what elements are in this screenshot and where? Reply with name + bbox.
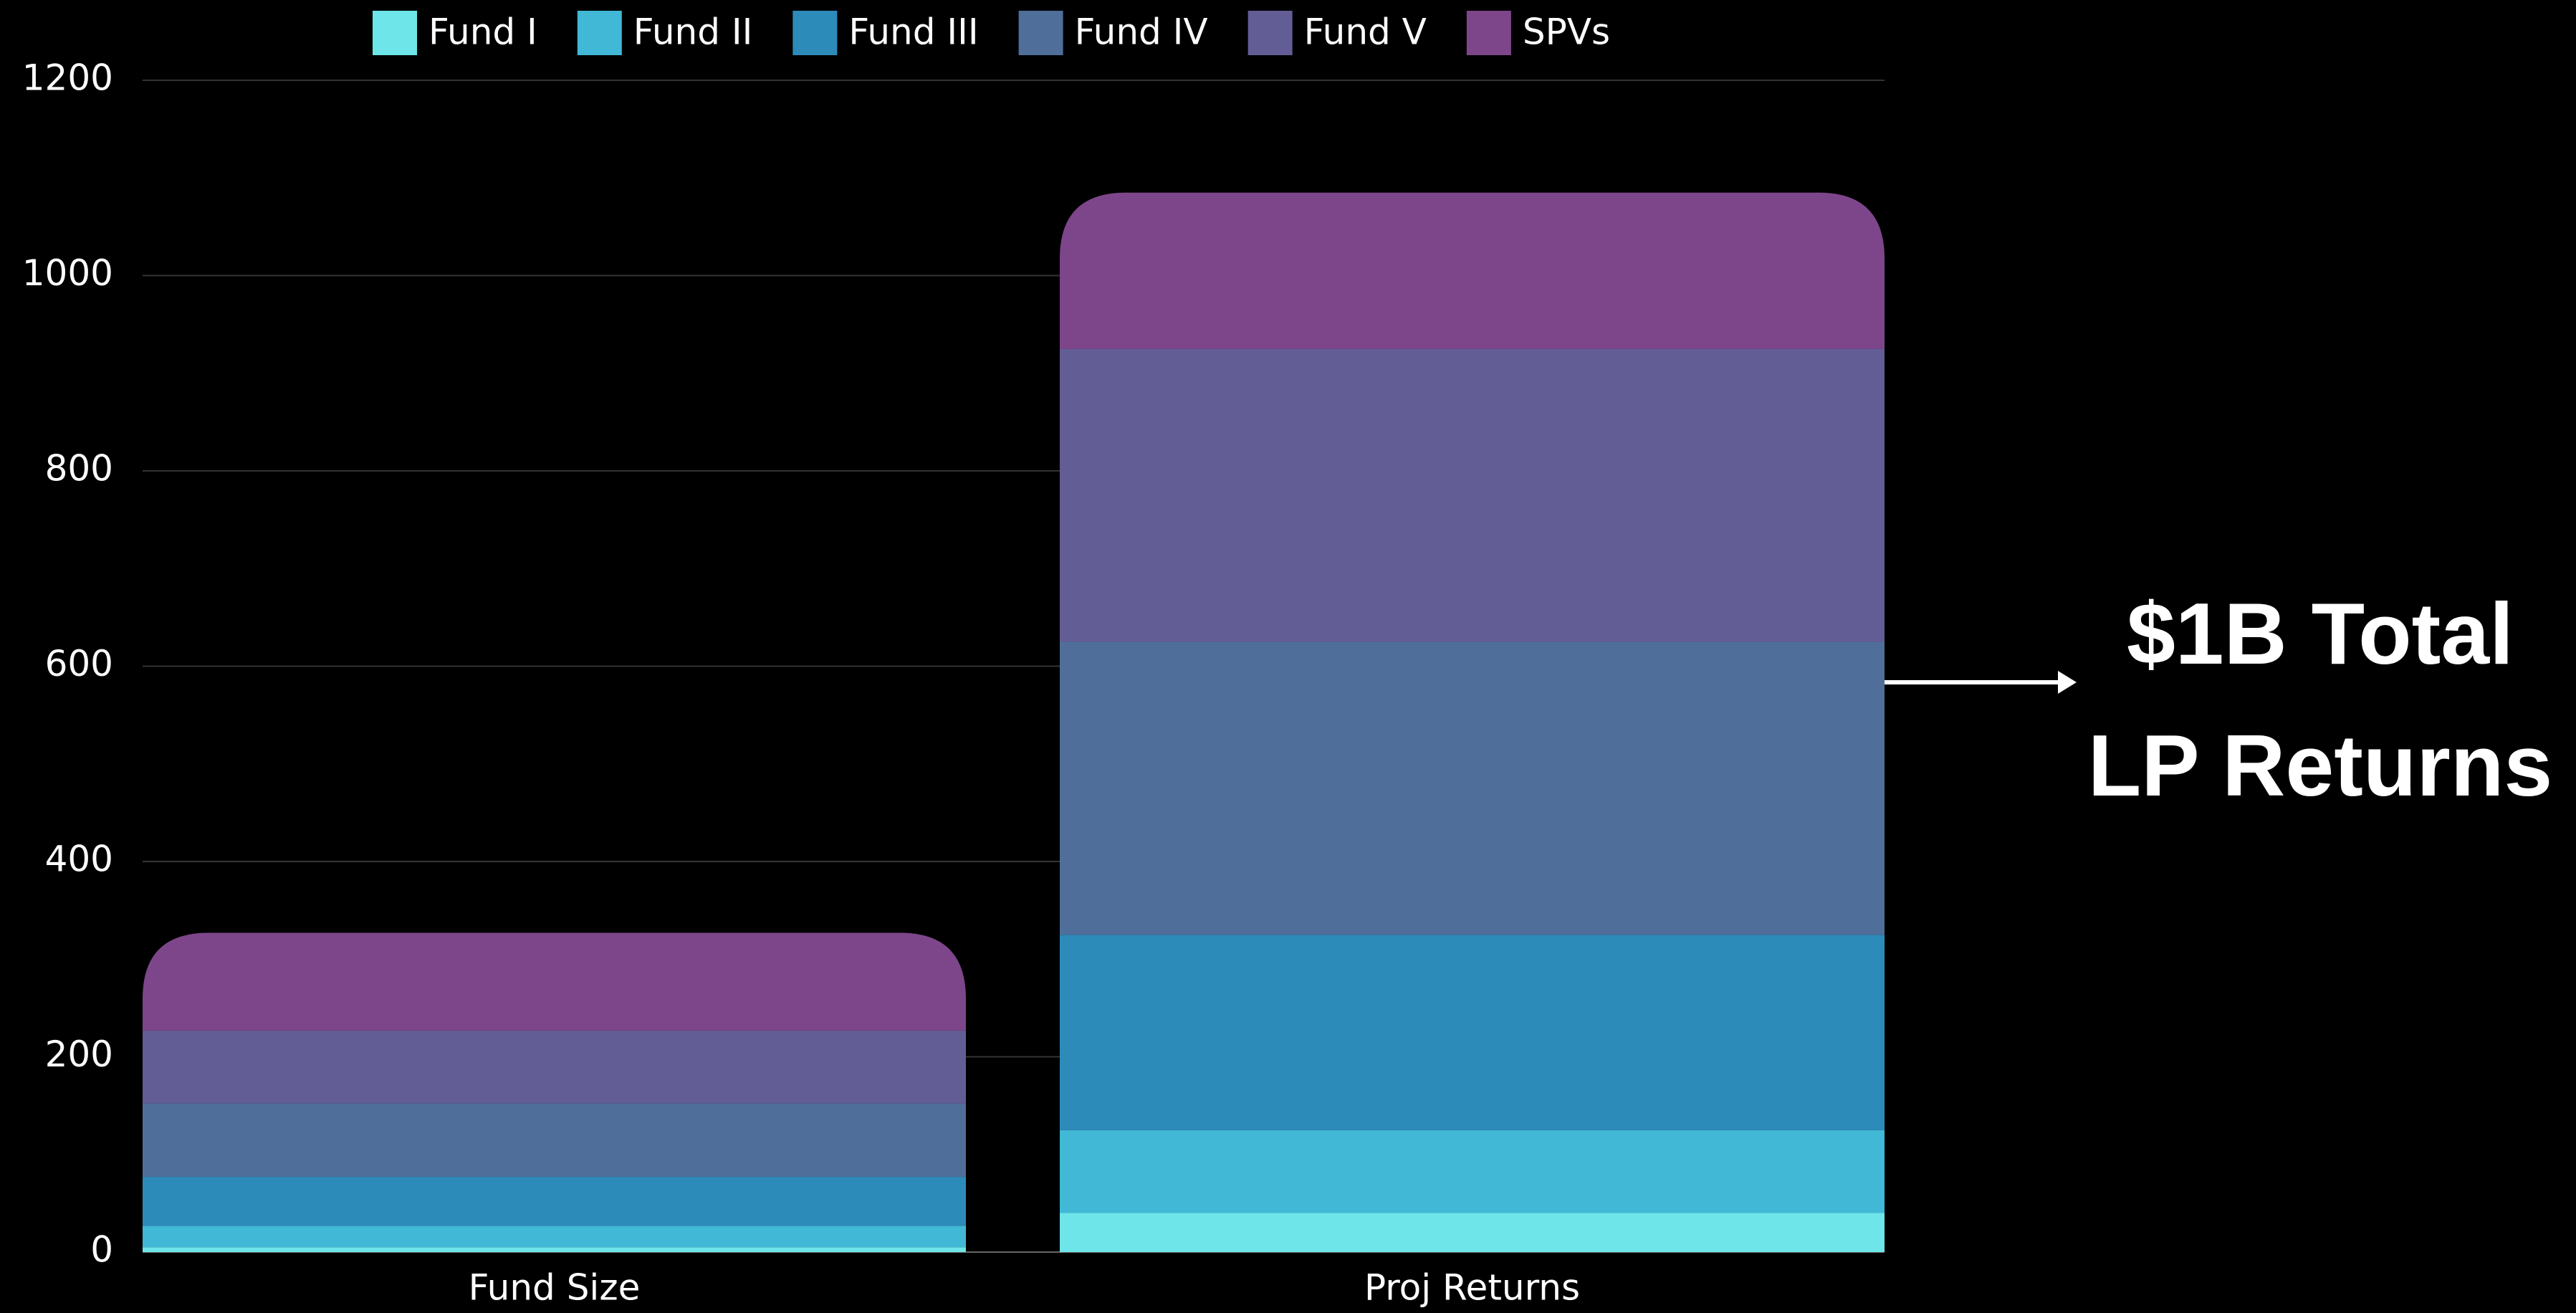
bar-segment — [143, 932, 966, 1031]
bar-segment — [1060, 935, 1885, 1130]
bar-segment — [143, 1177, 966, 1226]
legend-label: Fund IV — [1075, 11, 1208, 53]
bar-segment — [143, 1247, 966, 1252]
bar-segment — [1060, 641, 1885, 935]
annotation-arrowhead — [2058, 671, 2077, 694]
y-tick-label: 0 — [90, 1229, 113, 1271]
x-tick-label: Proj Returns — [1364, 1267, 1580, 1309]
bar-segment — [1060, 1213, 1885, 1252]
legend-swatch — [577, 11, 622, 55]
y-tick-label: 200 — [45, 1033, 113, 1075]
y-tick-label: 1000 — [22, 252, 113, 294]
y-tick-label: 400 — [45, 839, 113, 880]
legend-swatch — [1018, 11, 1063, 55]
legend-label: Fund V — [1304, 11, 1427, 53]
annotation-line: $1B Total — [2127, 585, 2514, 682]
bar-segment — [1060, 1130, 1885, 1213]
legend-label: SPVs — [1523, 11, 1610, 53]
legend-swatch — [793, 11, 838, 55]
y-tick-label: 600 — [45, 643, 113, 684]
legend-swatch — [1248, 11, 1293, 55]
bar-segment — [143, 1030, 966, 1104]
x-tick-label: Fund Size — [469, 1267, 641, 1309]
legend-swatch — [1466, 11, 1511, 55]
bar-segment — [1060, 192, 1885, 349]
annotation-line: LP Returns — [2088, 717, 2553, 814]
legend-label: Fund I — [428, 11, 537, 53]
y-tick-label: 1200 — [22, 57, 113, 99]
bar-segment — [1060, 348, 1885, 642]
legend-label: Fund II — [633, 11, 753, 53]
bar-segment — [143, 1226, 966, 1248]
y-tick-label: 800 — [45, 448, 113, 490]
legend-label: Fund III — [848, 11, 978, 53]
legend-swatch — [373, 11, 417, 55]
bar-segment — [143, 1103, 966, 1178]
